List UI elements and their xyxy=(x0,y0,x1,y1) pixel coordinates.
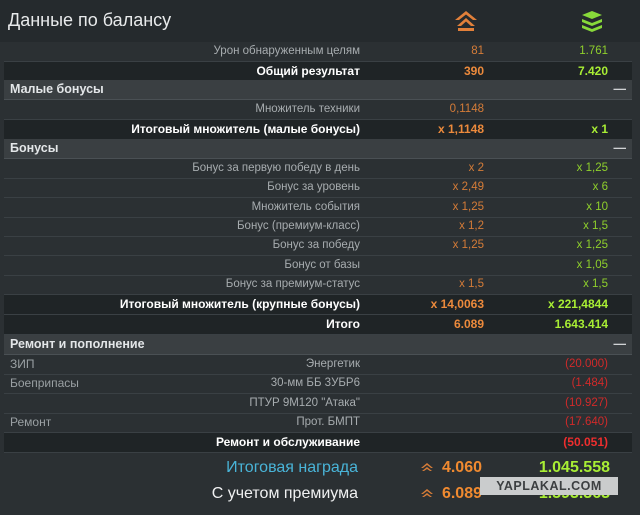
total-row: Общий результат 390 7.420 xyxy=(4,62,632,82)
total-reward-exp: 1.045.558 xyxy=(538,459,610,476)
row-label: Общий результат xyxy=(256,64,360,78)
exp-value: x 1,5 xyxy=(583,220,608,232)
credits-value: x 14,0063 xyxy=(430,297,484,311)
category-label: Боеприпасы xyxy=(10,376,79,390)
credits-value: x 1,25 xyxy=(452,201,484,213)
table-row: Урон обнаруженным целям 81 1.761 xyxy=(4,42,632,62)
row-label: Бонус за первую победу в день xyxy=(192,162,360,174)
credits-value: 0,1148 xyxy=(449,103,484,115)
total-reward-label: Итоговая награда xyxy=(226,459,358,476)
table-row: Множитель техники 0,1148 xyxy=(4,100,632,120)
table-row: Бонус за победу x 1,25 x 1,25 xyxy=(4,236,632,256)
table-row: Бонус за уровень x 2,49 x 6 xyxy=(4,178,632,198)
total-row: Итоговый множитель (крупные бонусы) x 14… xyxy=(4,295,632,315)
exp-value: 1.761 xyxy=(579,45,608,57)
cost-value: (50.051) xyxy=(563,435,608,449)
cost-value: (10.927) xyxy=(565,397,608,409)
exp-value: 7.420 xyxy=(577,64,608,78)
credits-value: x 2 xyxy=(468,162,484,174)
row-label: Итоговый множитель (малые бонусы) xyxy=(131,122,360,136)
table-row: Бонус от базы x 1,05 xyxy=(4,256,632,276)
section-title: Ремонт и пополнение xyxy=(10,337,145,351)
credits-value: 6.089 xyxy=(453,317,484,331)
credits-value: 390 xyxy=(463,64,484,78)
table-row: Бонус (премиум-класс) x 1,2 x 1,5 xyxy=(4,217,632,237)
row-label: Множитель техники xyxy=(255,103,360,115)
row-label: Итого xyxy=(326,317,360,331)
exp-value: x 10 xyxy=(586,201,608,213)
total-row: Ремонт и обслуживание (50.051) xyxy=(4,433,632,453)
exp-value: x 1,25 xyxy=(576,162,608,174)
cost-value: (20.000) xyxy=(565,358,608,370)
row-label: Множитель события xyxy=(251,201,360,213)
row-label: Бонус (премиум-класс) xyxy=(237,220,360,232)
exp-value: x 1,25 xyxy=(576,239,608,251)
category-label: Ремонт xyxy=(10,415,52,429)
total-reward-credits: 4.060 xyxy=(441,459,482,476)
credits-value: x 1,25 xyxy=(452,239,484,251)
total-row: Итоговый множитель (малые бонусы) x 1,11… xyxy=(4,120,632,140)
section-small-bonuses[interactable]: Малые бонусы — xyxy=(4,80,632,100)
collapse-button[interactable]: — xyxy=(613,82,627,96)
section-title: Малые бонусы xyxy=(10,82,104,96)
table-row: Боеприпасы 30-мм ББ 3УБР6 (1.484) xyxy=(4,374,632,394)
collapse-button[interactable]: — xyxy=(613,337,627,351)
header-bar: Данные по балансу xyxy=(0,0,640,42)
row-label: Урон обнаруженным целям xyxy=(213,45,360,57)
total-reward-row: Итоговая награда 4.060 1.045.558 xyxy=(0,455,640,481)
row-label: ПТУР 9М120 "Атака" xyxy=(249,397,360,409)
row-label: 30-мм ББ 3УБР6 xyxy=(270,377,360,389)
exp-value: x 221,4844 xyxy=(547,297,608,311)
table-row: Ремонт Прот. БМПТ (17.640) xyxy=(4,413,632,433)
row-label: Итоговый множитель (крупные бонусы) xyxy=(119,297,360,311)
row-label: Энергетик xyxy=(305,358,360,370)
table-row: ПТУР 9М120 "Атака" (10.927) xyxy=(4,394,632,414)
watermark: YAPLAKAL.COM xyxy=(480,477,618,495)
row-label: Бонус за премиум-статус xyxy=(225,278,360,290)
credits-value: x 1,5 xyxy=(459,278,484,290)
credits-icon xyxy=(421,463,433,471)
exp-value: x 1 xyxy=(591,122,608,136)
collapse-button[interactable]: — xyxy=(613,141,627,155)
table-row: Бонус за первую победу в день x 2 x 1,25 xyxy=(4,159,632,179)
credits-icon xyxy=(421,489,433,497)
category-label: ЗИП xyxy=(10,357,35,371)
row-label: Ремонт и обслуживание xyxy=(215,435,360,449)
exp-value: 1.643.414 xyxy=(554,317,608,331)
section-bonuses[interactable]: Бонусы — xyxy=(4,139,632,159)
total-row: Итого 6.089 1.643.414 xyxy=(4,315,632,335)
exp-value: x 1,5 xyxy=(583,278,608,290)
credits-value: x 1,2 xyxy=(459,220,484,232)
exp-value: x 1,05 xyxy=(576,259,608,271)
credits-value: x 2,49 xyxy=(452,181,484,193)
credits-value: 81 xyxy=(471,45,484,57)
table-row: ЗИП Энергетик (20.000) xyxy=(4,355,632,375)
table-row: Бонус за премиум-статус x 1,5 x 1,5 xyxy=(4,275,632,295)
experience-icon xyxy=(582,11,602,32)
exp-value: x 6 xyxy=(592,181,608,193)
credits-icon xyxy=(455,11,477,31)
cost-value: (1.484) xyxy=(571,377,608,389)
row-label: Бонус за уровень xyxy=(267,181,360,193)
premium-reward-credits: 6.089 xyxy=(441,485,482,502)
row-label: Бонус за победу xyxy=(272,239,360,251)
row-label: Бонус от базы xyxy=(284,259,360,271)
credits-value: x 1,1148 xyxy=(437,122,484,136)
page-title: Данные по балансу xyxy=(8,10,172,30)
premium-reward-label: С учетом премиума xyxy=(211,485,358,502)
cost-value: (17.640) xyxy=(565,416,608,428)
table-row: Множитель события x 1,25 x 10 xyxy=(4,198,632,218)
row-label: Прот. БМПТ xyxy=(296,416,360,428)
section-repair[interactable]: Ремонт и пополнение — xyxy=(4,335,632,355)
section-title: Бонусы xyxy=(10,141,59,155)
